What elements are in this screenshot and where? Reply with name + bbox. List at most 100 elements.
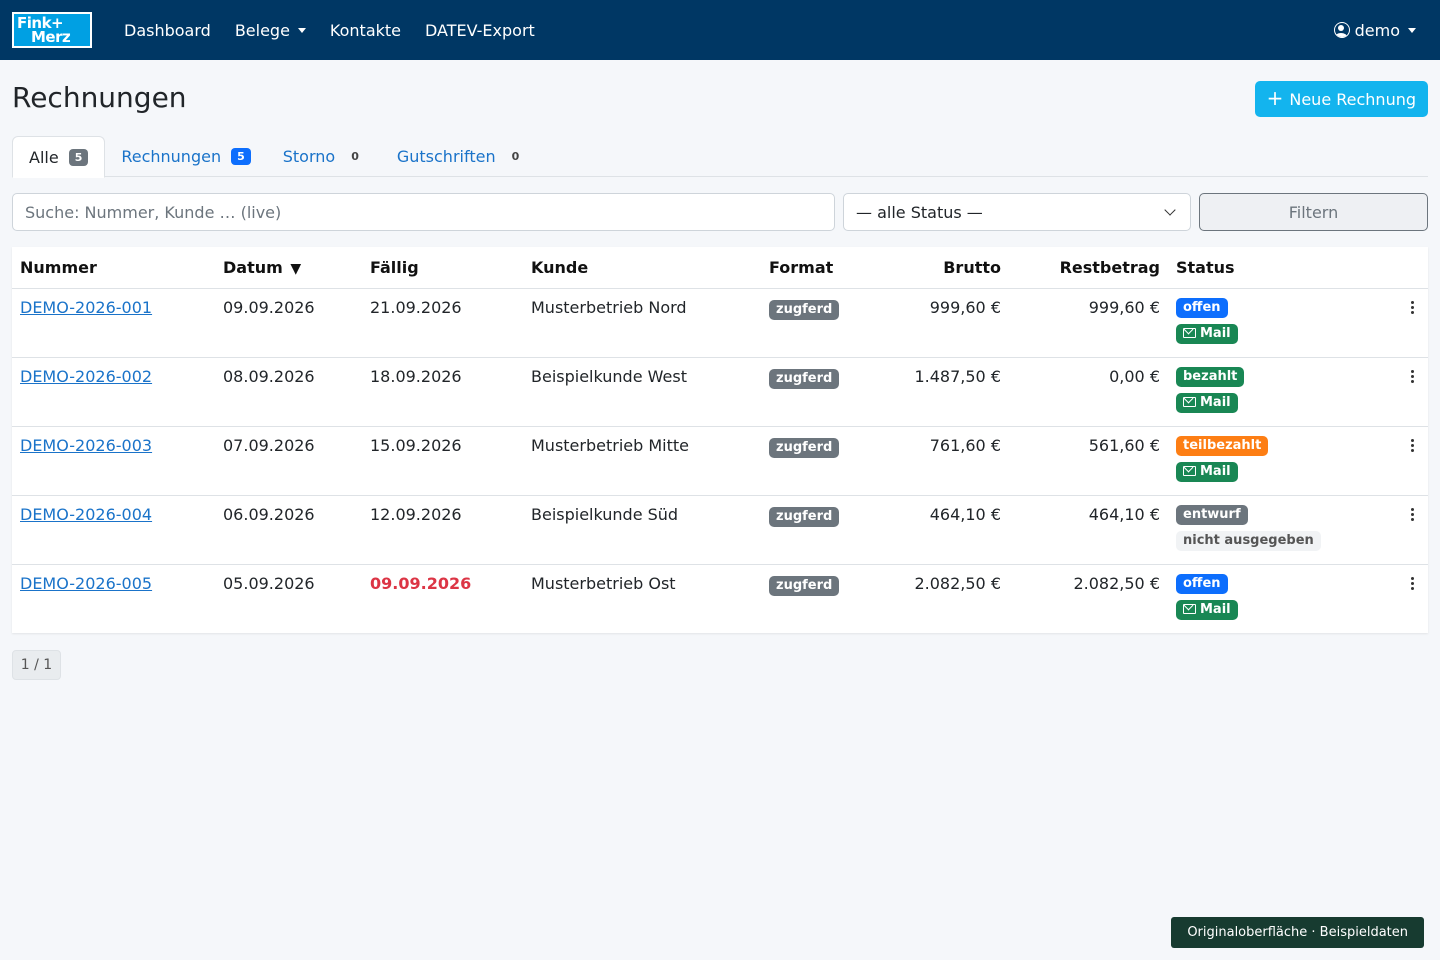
invoice-number-link[interactable]: DEMO-2026-005 xyxy=(20,573,153,593)
row-actions-menu[interactable] xyxy=(1396,288,1428,358)
pagination-indicator: 1 / 1 xyxy=(12,650,61,680)
user-name: demo xyxy=(1354,20,1400,40)
envelope-check-icon xyxy=(1183,397,1196,407)
status-badge: offen xyxy=(1176,573,1228,594)
invoice-table-container: Nummer Datum ▼ Fällig Kunde Format Brutt… xyxy=(12,247,1428,633)
nav-link-datev-export[interactable]: DATEV-Export xyxy=(425,20,535,40)
column-header-actions xyxy=(1396,247,1428,289)
table-header-row: Nummer Datum ▼ Fällig Kunde Format Brutt… xyxy=(12,247,1428,289)
row-actions-menu[interactable] xyxy=(1396,357,1428,427)
nav-link-belege-label: Belege xyxy=(234,20,290,40)
column-header-brutto[interactable]: Brutto xyxy=(869,247,1009,289)
filter-bar: — alle Status — Filtern xyxy=(12,193,1428,231)
brand-logo[interactable]: Fink+ Merz xyxy=(12,12,92,48)
kebab-menu-icon xyxy=(1410,576,1414,590)
format-badge: zugferd xyxy=(769,299,840,320)
new-invoice-label: Neue Rechnung xyxy=(1289,89,1416,109)
status-select-value: — alle Status — xyxy=(856,202,983,222)
format-badge: zugferd xyxy=(769,437,840,458)
format-badge: zugferd xyxy=(769,575,840,596)
kebab-menu-icon xyxy=(1410,507,1414,521)
invoice-number-link[interactable]: DEMO-2026-002 xyxy=(20,366,153,386)
invoice-gross: 1.487,50 € xyxy=(869,357,1009,427)
invoice-due-date: 15.09.2026 xyxy=(362,426,523,496)
logo-line-2: Merz xyxy=(31,28,71,46)
row-actions-menu[interactable] xyxy=(1396,426,1428,496)
caret-down-icon xyxy=(297,27,306,33)
column-header-faellig[interactable]: Fällig xyxy=(362,247,523,289)
filter-button[interactable]: Filtern xyxy=(1199,193,1428,231)
kebab-menu-icon xyxy=(1410,300,1414,314)
user-menu[interactable]: demo xyxy=(1333,20,1428,40)
status-select[interactable]: — alle Status — xyxy=(843,193,1191,231)
invoice-customer: Musterbetrieb Ost xyxy=(531,573,676,593)
search-input[interactable] xyxy=(12,193,835,231)
column-header-status[interactable]: Status xyxy=(1168,247,1396,289)
invoice-number-link[interactable]: DEMO-2026-003 xyxy=(20,435,153,455)
mail-badge-label: Mail xyxy=(1200,325,1231,341)
mail-badge-label: Mail xyxy=(1200,601,1231,617)
column-header-format[interactable]: Format xyxy=(761,247,869,289)
tab-count-badge: 0 xyxy=(511,150,520,163)
demo-data-notice: Originaloberfläche · Beispieldaten xyxy=(1171,917,1424,948)
invoice-gross: 2.082,50 € xyxy=(914,573,1001,593)
not-issued-badge: nicht ausgegeben xyxy=(1176,530,1321,551)
invoice-tabs: Alle 5 Rechnungen 5 Storno 0 Gutschrifte… xyxy=(12,136,1428,178)
mail-sent-badge: Mail xyxy=(1176,323,1238,344)
row-actions-menu[interactable] xyxy=(1396,495,1428,565)
column-header-restbetrag[interactable]: Restbetrag xyxy=(1009,247,1168,289)
invoice-due-date: 12.09.2026 xyxy=(362,495,523,565)
table-row: DEMO-2026-004 06.09.2026 12.09.2026 Beis… xyxy=(12,495,1428,565)
column-header-kunde[interactable]: Kunde xyxy=(523,247,761,289)
tab-label: Alle xyxy=(29,147,59,167)
mail-sent-badge: Mail xyxy=(1176,599,1238,620)
row-actions-menu[interactable] xyxy=(1396,564,1428,633)
mail-badge-label: Mail xyxy=(1200,394,1231,410)
invoice-number-link[interactable]: DEMO-2026-004 xyxy=(20,504,153,524)
tab-label: Storno xyxy=(282,147,336,166)
top-navbar: Fink+ Merz Dashboard Belege Kontakte DAT… xyxy=(0,0,1440,60)
invoice-number-link[interactable]: DEMO-2026-001 xyxy=(20,297,153,317)
invoice-table: Nummer Datum ▼ Fällig Kunde Format Brutt… xyxy=(12,247,1428,633)
user-circle-icon xyxy=(1333,22,1350,38)
invoice-customer: Musterbetrieb Nord xyxy=(523,288,761,358)
column-header-datum-label: Datum xyxy=(223,257,283,277)
status-badge: entwurf xyxy=(1176,504,1248,525)
tab-label: Gutschriften xyxy=(396,147,496,166)
mail-sent-badge: Mail xyxy=(1176,392,1238,413)
kebab-menu-icon xyxy=(1410,438,1414,452)
invoice-remaining: 464,10 € xyxy=(1009,495,1168,565)
nav-link-kontakte[interactable]: Kontakte xyxy=(329,20,402,40)
page-header: Rechnungen + Neue Rechnung xyxy=(0,76,1440,118)
nav-link-belege[interactable]: Belege xyxy=(223,21,318,40)
invoice-gross: 464,10 € xyxy=(869,495,1009,565)
invoice-customer: Beispielkunde Süd xyxy=(523,495,761,565)
table-row: DEMO-2026-003 07.09.2026 15.09.2026 Must… xyxy=(12,426,1428,496)
tab-storno[interactable]: Storno 0 xyxy=(267,136,381,177)
invoice-date: 05.09.2026 xyxy=(223,573,315,593)
invoice-remaining: 561,60 € xyxy=(1009,426,1168,496)
invoice-remaining: 999,60 € xyxy=(1009,288,1168,358)
table-row: DEMO-2026-001 09.09.2026 21.09.2026 Must… xyxy=(12,288,1428,358)
new-invoice-button[interactable]: + Neue Rechnung xyxy=(1254,81,1428,117)
logo-line-1: Fink+ xyxy=(17,14,64,32)
tab-label: Rechnungen xyxy=(121,147,222,166)
invoice-date: 07.09.2026 xyxy=(215,426,362,496)
chevron-down-icon xyxy=(1164,204,1176,216)
invoice-remaining: 2.082,50 € xyxy=(1073,573,1160,593)
plus-icon: + xyxy=(1266,86,1284,110)
page-title: Rechnungen xyxy=(12,80,187,114)
tab-gutschriften[interactable]: Gutschriften 0 xyxy=(381,136,541,177)
invoice-date: 06.09.2026 xyxy=(215,495,362,565)
nav-link-dashboard[interactable]: Dashboard xyxy=(124,20,211,40)
column-header-datum[interactable]: Datum ▼ xyxy=(215,247,362,289)
table-row: DEMO-2026-005 05.09.2026 09.09.2026 Must… xyxy=(12,564,1428,633)
tab-alle[interactable]: Alle 5 xyxy=(12,136,106,178)
invoice-customer: Musterbetrieb Mitte xyxy=(523,426,761,496)
invoice-remaining: 0,00 € xyxy=(1009,357,1168,427)
caret-down-icon xyxy=(1408,27,1416,33)
format-badge: zugferd xyxy=(769,368,840,389)
mail-sent-badge: Mail xyxy=(1176,461,1238,482)
column-header-nummer[interactable]: Nummer xyxy=(12,247,215,289)
tab-rechnungen[interactable]: Rechnungen 5 xyxy=(105,136,266,177)
